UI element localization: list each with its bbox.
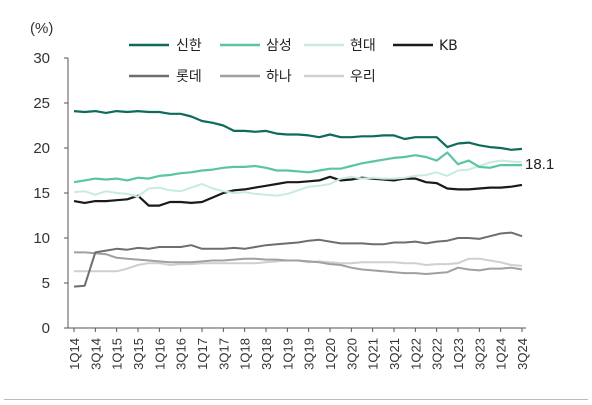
legend-label-신한: 신한: [176, 38, 202, 54]
x-tick-label: 3Q19: [302, 338, 317, 370]
y-axis-ticks: 0 5 10 15 20 25 30: [33, 50, 68, 337]
series-line-삼성: [73, 151, 522, 184]
x-axis-ticks: 1Q14 3Q14 1Q15 3Q15 1Q16 3Q16 1Q17 3Q17 1Q18 3Q18…: [67, 328, 530, 370]
series-line-하나: [74, 251, 523, 275]
legend-label-삼성: 삼성: [266, 38, 292, 54]
y-tick-label: 25: [33, 95, 50, 112]
x-tick-label: 1Q21: [366, 338, 381, 370]
axes: [67, 58, 526, 329]
x-tick-label: 1Q15: [110, 338, 125, 370]
x-tick-label: 1Q19: [280, 338, 295, 370]
y-tick-label: 10: [33, 230, 50, 247]
x-tick-label: 3Q16: [174, 338, 189, 370]
y-tick-label: 5: [42, 275, 50, 292]
series-line-롯데: [73, 231, 523, 288]
legend-label-KB: KB: [439, 38, 458, 54]
x-tick-label: 3Q14: [88, 338, 103, 370]
x-tick-label: 1Q23: [451, 338, 466, 370]
x-tick-label: 1Q20: [323, 338, 338, 370]
x-tick-label: 1Q24: [494, 338, 509, 370]
x-tick-label: 1Q16: [152, 338, 167, 370]
y-tick-label: 15: [33, 185, 50, 202]
x-tick-label: 3Q21: [387, 338, 402, 370]
x-tick-label: 3Q17: [216, 338, 231, 370]
y-axis-unit-label: (%): [30, 20, 53, 37]
legend-label-롯데: 롯데: [176, 69, 202, 85]
y-tick-label: 0: [42, 320, 50, 337]
legend-label-우리: 우리: [350, 69, 376, 85]
legend-label-현대: 현대: [350, 38, 376, 54]
x-tick-label: 3Q20: [344, 338, 359, 370]
series-line-신한: [73, 109, 523, 151]
x-tick-label: 1Q17: [195, 338, 210, 370]
series-line-KB: [73, 175, 523, 207]
bottom-divider: [4, 399, 588, 400]
y-tick-label: 20: [33, 140, 50, 157]
x-tick-label: 1Q22: [408, 338, 423, 370]
x-tick-label: 3Q15: [131, 338, 146, 370]
legend-label-하나: 하나: [266, 69, 292, 85]
x-tick-label: 3Q22: [430, 338, 445, 370]
series-line-현대: [73, 159, 523, 198]
x-tick-label: 1Q18: [238, 338, 253, 370]
x-tick-label: 3Q24: [515, 338, 530, 370]
x-tick-label: 3Q23: [472, 338, 487, 370]
x-tick-label: 3Q18: [259, 338, 274, 370]
x-tick-label: 1Q14: [67, 338, 82, 370]
y-tick-label: 30: [33, 50, 50, 67]
series-lines: [73, 109, 523, 288]
end-value-annotation: 18.1: [525, 156, 554, 173]
legend: 신한 삼성 현대 KB 롯데 하나 우리: [129, 38, 458, 85]
